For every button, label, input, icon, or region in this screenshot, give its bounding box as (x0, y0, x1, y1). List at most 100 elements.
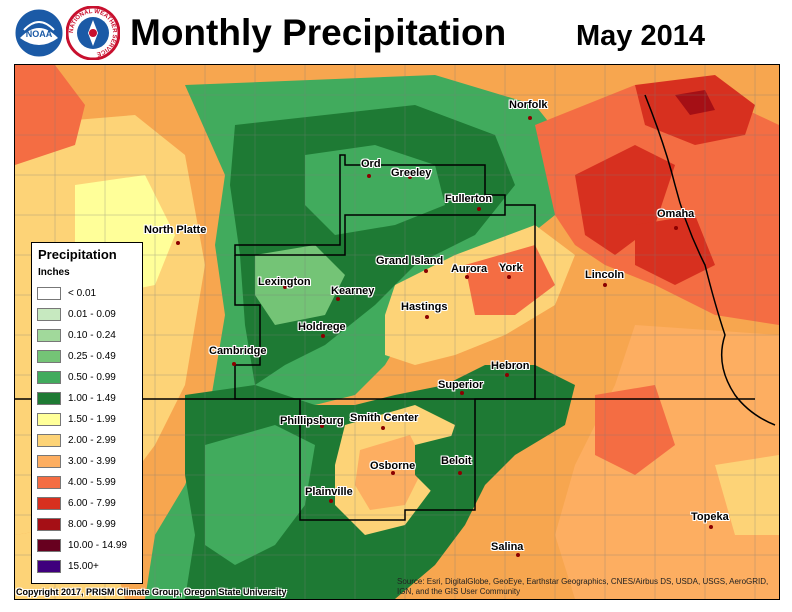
legend-swatch (37, 287, 61, 300)
city-label-north-platte: North Platte (144, 224, 207, 236)
legend-swatch (37, 413, 61, 426)
legend-label: 3.00 - 3.99 (68, 456, 116, 467)
city-label-hastings: Hastings (401, 301, 448, 313)
region-south-green (205, 425, 315, 565)
city-label-plainville: Plainville (305, 486, 353, 498)
legend-swatch (37, 518, 61, 531)
legend-label: 0.50 - 0.99 (68, 372, 116, 383)
legend-item: 3.00 - 3.99 (37, 455, 141, 469)
legend-swatch (37, 539, 61, 552)
city-dot-superior (460, 391, 464, 395)
legend-label: < 0.01 (68, 288, 97, 299)
legend-item: 15.00+ (37, 560, 141, 574)
legend-item: 8.00 - 9.99 (37, 518, 141, 532)
city-dot-lincoln (603, 283, 607, 287)
noaa-logo-text: NOAA (26, 29, 53, 39)
legend-label: 6.00 - 7.99 (68, 498, 116, 509)
city-dot-phillipsburg (320, 424, 324, 428)
legend-label: 15.00+ (68, 561, 99, 572)
noaa-logo-icon: NOAA (14, 8, 64, 58)
city-label-osborne: Osborne (370, 460, 416, 472)
region-osborne-orange (355, 435, 425, 510)
city-dot-hastings (425, 315, 429, 319)
legend-label: 0.01 - 0.09 (68, 309, 116, 320)
legend-item: 0.01 - 0.09 (37, 308, 141, 322)
legend-units: Inches (38, 267, 70, 278)
cwa-outline-north (234, 154, 506, 256)
legend-swatch (37, 476, 61, 489)
legend-label: 2.00 - 2.99 (68, 435, 116, 446)
region-green-patch-mid (255, 245, 345, 325)
city-label-fullerton: Fullerton (445, 193, 493, 205)
city-label-omaha: Omaha (657, 208, 695, 220)
legend-label: 0.10 - 0.24 (68, 330, 116, 341)
cwa-outline-south (234, 204, 536, 521)
city-label-greeley: Greeley (391, 167, 432, 179)
city-dot-norfolk (528, 116, 532, 120)
city-label-superior: Superior (438, 379, 484, 391)
legend-item: 0.50 - 0.99 (37, 371, 141, 385)
legend-item: < 0.01 (37, 287, 141, 301)
legend-item: 1.50 - 1.99 (37, 413, 141, 427)
header: NOAA NATIONAL WEATHER SERVICE Monthly Pr… (0, 0, 792, 64)
region-nw-red (15, 65, 85, 165)
city-dot-smith-center (381, 426, 385, 430)
city-dot-beloit (458, 471, 462, 475)
city-dot-plainville (329, 499, 333, 503)
legend: Precipitation Inches < 0.01 0.01 - 0.09 0.… (31, 242, 143, 584)
city-dot-osborne (391, 471, 395, 475)
legend-label: 4.00 - 5.99 (68, 477, 116, 488)
city-label-cambridge: Cambridge (209, 345, 267, 357)
map-svg (15, 65, 779, 599)
legend-item: 4.00 - 5.99 (37, 476, 141, 490)
city-label-hebron: Hebron (491, 360, 530, 372)
city-dot-aurora (465, 275, 469, 279)
city-label-topeka: Topeka (691, 511, 729, 523)
city-label-lexington: Lexington (258, 276, 311, 288)
legend-item: 0.10 - 0.24 (37, 329, 141, 343)
city-label-beloit: Beloit (441, 455, 472, 467)
city-dot-salina (516, 553, 520, 557)
legend-swatch (37, 455, 61, 468)
city-label-holdrege: Holdrege (298, 321, 346, 333)
legend-swatch (37, 392, 61, 405)
city-label-salina: Salina (491, 541, 524, 553)
city-dot-lexington (283, 285, 287, 289)
city-label-smith-center: Smith Center (350, 412, 419, 424)
city-label-phillipsburg: Phillipsburg (280, 415, 344, 427)
legend-swatch (37, 329, 61, 342)
legend-label: 8.00 - 9.99 (68, 519, 116, 530)
map-date: May 2014 (576, 20, 705, 52)
city-label-york: York (499, 262, 523, 274)
legend-swatch (37, 434, 61, 447)
city-dot-fullerton (477, 207, 481, 211)
legend-title: Precipitation (38, 247, 117, 262)
city-dot-hebron (505, 373, 509, 377)
legend-label: 0.25 - 0.49 (68, 351, 116, 362)
city-label-norfolk: Norfolk (509, 99, 548, 111)
legend-item: 0.25 - 0.49 (37, 350, 141, 364)
legend-item: 1.00 - 1.49 (37, 392, 141, 406)
region-york-red (465, 245, 555, 315)
city-dot-topeka (709, 525, 713, 529)
city-dot-ord (367, 174, 371, 178)
legend-swatch (37, 560, 61, 573)
legend-label: 1.00 - 1.49 (68, 393, 116, 404)
city-dot-york (507, 275, 511, 279)
missouri-river-border (644, 94, 776, 426)
legend-swatch (37, 497, 61, 510)
legend-item: 10.00 - 14.99 (37, 539, 141, 553)
legend-swatch (37, 371, 61, 384)
copyright-text: Copyright 2017, PRISM Climate Group, Ore… (16, 587, 287, 597)
city-dot-holdrege (321, 334, 325, 338)
city-dot-cambridge (232, 362, 236, 366)
city-label-grand-island: Grand Island (376, 255, 444, 267)
city-dot-kearney (336, 297, 340, 301)
city-label-kearney: Kearney (331, 285, 375, 297)
city-label-aurora: Aurora (451, 263, 488, 275)
source-attribution: Source: Esri, DigitalGlobe, GeoEye, Eart… (397, 577, 769, 596)
legend-swatch (37, 350, 61, 363)
city-dot-greeley (408, 175, 412, 179)
legend-item: 2.00 - 2.99 (37, 434, 141, 448)
nws-logo-icon: NATIONAL WEATHER SERVICE (65, 5, 121, 61)
